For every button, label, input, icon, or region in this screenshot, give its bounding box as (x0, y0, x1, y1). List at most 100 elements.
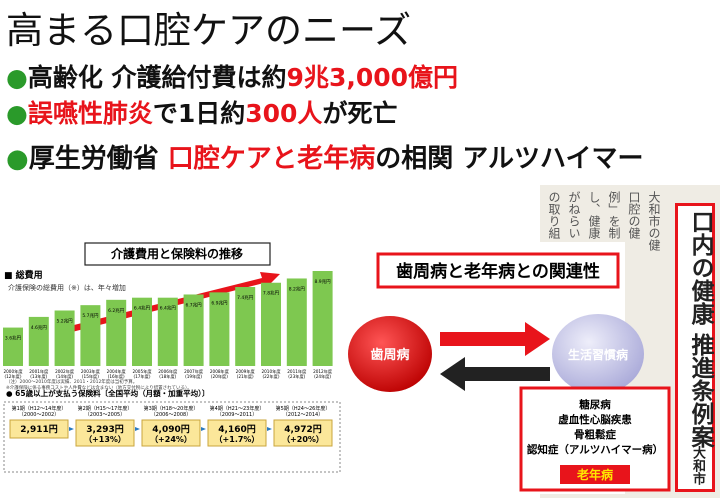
left-arrow (440, 357, 550, 391)
year-label: 2000年度 (3, 368, 23, 375)
period-arrow (201, 427, 206, 431)
bar-label: 7.4兆円 (237, 294, 254, 301)
left-node (348, 316, 432, 392)
premium-heading: ● 65歳以上が支払う保険料〔全国平均（月額・加重平均）〕 (6, 388, 209, 398)
era-label: (24年度) (314, 373, 331, 380)
bar-label: 6.4兆円 (160, 305, 177, 312)
slide-title: 高まる口腔ケアのニーズ (6, 9, 412, 52)
bullet: ●誤嚥性肺炎で1日約300人が死亡 (6, 94, 397, 130)
period-name: 第3期（H18〜20年度） (144, 405, 199, 412)
year-label: 2001年度 (29, 368, 49, 375)
period-arrow (69, 427, 74, 431)
newspaper-column: 例」を制 (607, 191, 621, 239)
bar-label: 6.2兆円 (108, 307, 125, 314)
era-label: (12年度) (5, 373, 22, 380)
era-label: (19年度) (185, 373, 202, 380)
bar-label: 7.8兆円 (263, 290, 280, 297)
year-label: 2008年度 (210, 368, 230, 375)
period-years: （2006〜2008） (151, 412, 191, 418)
diagram-title-box (376, 252, 620, 289)
period-arrow (135, 427, 140, 431)
premium-change: （+24%） (150, 434, 192, 444)
bar-label: 5.7兆円 (82, 312, 99, 319)
bar (157, 297, 178, 366)
bullet: ●高齢化 介護給付費は約9兆3,000億円 (6, 58, 458, 94)
footnote: ※介護保険に係る事務コストや人件費などは含まない（地方交付税により措置されている… (6, 384, 192, 391)
bar-label: 5.2兆円 (57, 317, 74, 324)
disease: 糖尿病 (579, 398, 611, 411)
bullet-text: 高齢化 介護給付費は約 (27, 63, 287, 92)
newspaper-headline: 口内の健康 推進条例案 (687, 210, 714, 449)
era-label: (15年度) (82, 373, 99, 380)
bullet-text: 300人 (245, 99, 323, 128)
section-label: ■ 総費用 (4, 269, 43, 281)
bar (3, 327, 23, 366)
bullet-marker: ● (6, 63, 28, 92)
right-node (552, 314, 644, 394)
premium-frame (3, 401, 341, 473)
bar (54, 310, 75, 366)
premium-change: （+13%） (84, 434, 126, 444)
year-label: 2004年度 (107, 368, 127, 375)
bullet-text: 口腔ケアと老年病 (167, 144, 376, 174)
era-label: (21年度) (237, 373, 254, 380)
premium-amount: 3,293円 (86, 424, 123, 435)
bar (28, 316, 49, 366)
period-name: 第5期（H24〜26年度） (276, 405, 331, 412)
bar (261, 282, 281, 366)
diagram-title: 歯周病と老年病との関連性 (396, 261, 600, 282)
bar-label: 4.6兆円 (31, 324, 48, 331)
right-node-label: 生活習慣病 (568, 347, 628, 362)
year-label: 2010年度 (261, 368, 281, 375)
period-name: 第2期（H15〜17年度） (78, 405, 133, 412)
chart-title-box (84, 242, 271, 266)
period-arrow (267, 427, 272, 431)
premium-box (273, 419, 333, 447)
bar-label: 8.9兆円 (315, 278, 332, 285)
bullet-text: の相関 アルツハイマー (375, 144, 644, 174)
era-label: (14年度) (56, 373, 73, 380)
bullet-marker: ● (6, 144, 29, 174)
bar (132, 297, 152, 366)
newspaper-column: 大和市の健 (647, 191, 661, 251)
disease: 骨粗鬆症 (574, 428, 616, 441)
bullet-text: 誤嚥性肺炎 (27, 99, 153, 128)
premium-change: （+1.7%） (215, 434, 260, 444)
bar-label: 8.2兆円 (289, 285, 306, 292)
premium-change: （+20%） (282, 434, 324, 444)
bullet-text: で1日約 (152, 99, 246, 128)
newspaper-column: し、健康 (587, 191, 601, 239)
era-label: (16年度) (108, 373, 125, 380)
cost-chart-image: 介護費用と保険料の推移 ■ 総費用 介護保険の総費用（※）は、年々増加 ● 65… (0, 238, 345, 498)
premium-amount: 4,090円 (152, 424, 189, 435)
section-note: 介護保険の総費用（※）は、年々増加 (8, 283, 126, 292)
newspaper-column: 口腔の健 (627, 191, 641, 239)
right-arrow (440, 322, 550, 356)
era-label: (20年度) (211, 373, 228, 380)
era-label: (22年度) (263, 373, 280, 380)
bullet-text: 9兆3,000億円 (286, 63, 459, 92)
bar-label: 6.7兆円 (186, 301, 203, 308)
premium-box (75, 419, 135, 447)
year-label: 2006年度 (158, 368, 178, 375)
bar (106, 299, 127, 366)
period-name: 第1期（H12〜14年度） (12, 405, 67, 412)
premium-box (141, 419, 201, 447)
year-label: 2011年度 (287, 368, 307, 375)
year-label: 2007年度 (184, 368, 204, 375)
diseases-box (519, 386, 671, 492)
year-label: 2003年度 (81, 368, 101, 375)
premium-amount: 2,911円 (20, 424, 57, 435)
premium-amount: 4,972円 (284, 424, 321, 435)
newspaper-column: の取り組 (547, 191, 561, 239)
chart-title: 介護費用と保険料の推移 (110, 246, 243, 261)
year-label: 2002年度 (55, 368, 75, 375)
era-label: (13年度) (30, 373, 47, 380)
group-badge (560, 465, 630, 484)
year-label: 2009年度 (236, 368, 256, 375)
disease: 認知症（アルツハイマー病） (527, 443, 663, 456)
bar-label: 6.9兆円 (211, 299, 228, 306)
bullet-marker: ● (6, 99, 28, 128)
left-node-label: 歯周病 (370, 347, 409, 363)
